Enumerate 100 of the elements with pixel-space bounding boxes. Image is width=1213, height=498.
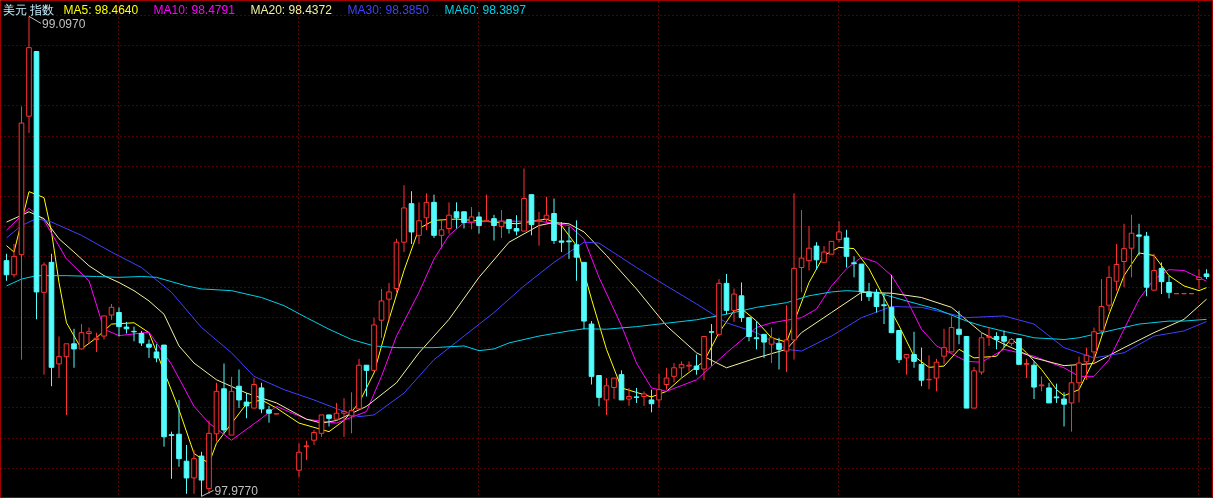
- candlestick: [1068, 365, 1075, 433]
- candlestick: [836, 220, 842, 243]
- candlestick: [266, 405, 272, 424]
- candlestick: [948, 315, 955, 353]
- candlestick: [573, 219, 580, 282]
- candlestick: [611, 377, 617, 400]
- candlestick: [461, 211, 467, 229]
- candlestick: [446, 201, 452, 235]
- candlestick: [1106, 265, 1112, 312]
- candlestick: [1121, 223, 1127, 288]
- candlestick: [558, 221, 565, 253]
- candlestick: [596, 375, 602, 407]
- candlestick: [993, 331, 1000, 350]
- candlestick: [356, 358, 362, 410]
- annotation: 99.0970: [42, 16, 86, 31]
- candlestick: [566, 226, 572, 260]
- candlestick: [933, 358, 940, 392]
- candlestick: [483, 194, 490, 222]
- candlestick: [626, 387, 632, 407]
- text: MA20: 98.4372: [250, 2, 333, 17]
- candlestick: [1136, 223, 1142, 256]
- text: MA30: 98.3850: [347, 2, 430, 17]
- candlestick: [911, 331, 917, 369]
- candlestick: [453, 201, 460, 229]
- candlestick: [333, 402, 340, 420]
- candlestick: [311, 429, 317, 446]
- candlestick: [903, 354, 910, 376]
- candlestick: [296, 442, 302, 478]
- candlestick: [686, 360, 692, 372]
- candlestick: [1128, 214, 1135, 278]
- candlestick: [828, 240, 835, 255]
- candlestick: [371, 317, 377, 371]
- candlestick: [716, 278, 722, 337]
- candlestick: [401, 184, 407, 253]
- candlestick: [71, 328, 77, 369]
- candlestick: [1196, 268, 1202, 290]
- candlestick: [26, 15, 32, 134]
- candlestick: [63, 343, 70, 416]
- candlestick: [506, 219, 512, 235]
- candlestick: [221, 363, 227, 434]
- candlestick: [783, 304, 790, 373]
- candlestick: [776, 337, 782, 370]
- candlestick: [176, 399, 182, 468]
- candlestick: [753, 320, 760, 350]
- candlestick: [866, 282, 872, 302]
- candlestick: [1053, 383, 1060, 404]
- candlestick: [408, 190, 415, 245]
- candlestick: [896, 330, 902, 364]
- candlestick: [251, 377, 257, 409]
- candlestick: [386, 282, 392, 322]
- candlestick: [701, 336, 707, 381]
- candlestick: [101, 315, 107, 340]
- candlestick: [761, 333, 767, 359]
- candlestick: [731, 288, 737, 323]
- candlestick: [663, 367, 670, 391]
- candlestick: [116, 306, 122, 337]
- candlestick: [206, 420, 212, 495]
- candlestick: [956, 310, 962, 345]
- candlestick: [438, 219, 445, 250]
- candlestick: [1031, 360, 1037, 400]
- candlestick: [341, 397, 347, 438]
- candlestick: [536, 211, 542, 247]
- candlestick: [11, 243, 17, 278]
- candlestick: [746, 317, 752, 342]
- candlestick: [971, 366, 977, 409]
- candlestick: [191, 449, 197, 495]
- candlestick: [1113, 243, 1120, 292]
- text: MA60: 98.3897: [444, 2, 527, 17]
- candlestick: [1046, 382, 1052, 404]
- chart-title: 美元 指数: [2, 2, 54, 17]
- candlestick: [56, 336, 62, 379]
- candlestick: [41, 261, 47, 376]
- candlestick: [1166, 275, 1172, 299]
- candlestick: [641, 390, 647, 407]
- candlestick: [183, 444, 190, 495]
- candlestick: [618, 369, 625, 401]
- candlestick: [806, 225, 812, 271]
- candlestick: [1151, 253, 1157, 291]
- candlestick: [416, 201, 422, 245]
- candlestick: [768, 327, 775, 364]
- candlestick: [326, 414, 332, 427]
- candlestick: [1061, 391, 1067, 427]
- candlestick: [86, 327, 92, 344]
- candlestick: [431, 194, 437, 239]
- candlestick: [738, 282, 745, 323]
- candlestick: [1076, 356, 1082, 403]
- candlestick: [491, 214, 497, 241]
- candlestick: [236, 369, 242, 409]
- candlestick: [656, 373, 662, 409]
- candlestick: [161, 344, 167, 448]
- candlestick: [476, 211, 482, 235]
- candlestick: [798, 209, 805, 293]
- candlestick: [791, 192, 797, 361]
- text: MA5: 98.4640: [63, 2, 139, 17]
- candlestick: [851, 255, 857, 278]
- candlestick: [941, 328, 947, 365]
- text: MA10: 98.4791: [153, 2, 236, 17]
- candlestick: [986, 327, 992, 347]
- candlestick: [671, 362, 677, 383]
- candlestick: [881, 292, 887, 325]
